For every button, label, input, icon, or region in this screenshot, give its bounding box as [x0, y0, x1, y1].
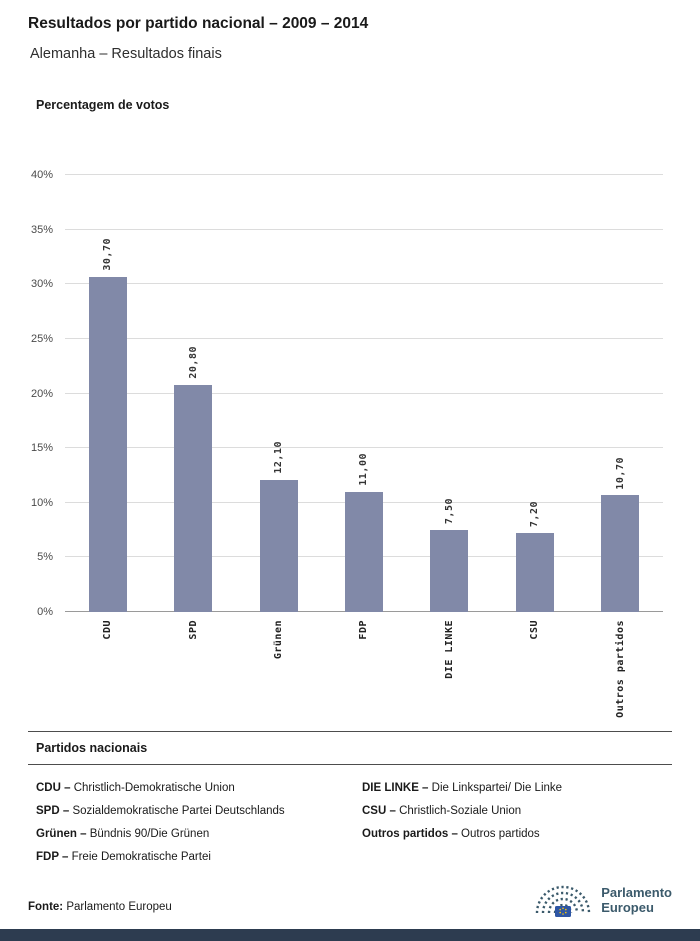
gridline — [65, 337, 663, 339]
bar-group: 12,10 — [236, 175, 321, 612]
legend-party-name: Sozialdemokratische Partei Deutschlands — [72, 805, 285, 817]
y-axis-tick-label: 0% — [37, 606, 53, 618]
x-axis-category-label: Grünen — [273, 620, 285, 660]
legend-item: SPD – Sozialdemokratische Partei Deutsch… — [36, 800, 362, 823]
category-cell: CDU — [65, 620, 150, 732]
source-label: Fonte: — [28, 901, 64, 913]
source-line: Fonte: Parlamento Europeu — [28, 901, 172, 913]
legend-item: FDP – Freie Demokratische Partei — [36, 846, 362, 869]
bar — [259, 479, 298, 612]
legend-heading: Partidos nacionais — [28, 731, 672, 765]
category-cell: SPD — [150, 620, 235, 732]
legend-party-code: Grünen – — [36, 828, 90, 840]
bar — [88, 276, 127, 612]
legend-party-code: CDU – — [36, 782, 74, 794]
european-parliament-logo: Parlamento Europeu — [534, 880, 672, 920]
hemicycle-icon — [535, 885, 591, 917]
category-cell: DIE LINKE — [407, 620, 492, 732]
page-subtitle: Alemanha – Resultados finais — [30, 46, 222, 62]
gridline — [65, 228, 663, 230]
x-axis-category-label: CDU — [102, 620, 114, 640]
bar-value-label: 11,00 — [358, 453, 370, 486]
legend-item: CDU – Christlich-Demokratische Union — [36, 777, 362, 800]
bar — [344, 491, 383, 612]
legend-party-code: CSU – — [362, 805, 400, 817]
legend-item: CSU – Christlich-Soziale Union — [362, 800, 672, 823]
bar — [515, 533, 554, 612]
bar-group: 7,50 — [407, 175, 492, 612]
x-axis-category-label: FDP — [358, 620, 370, 640]
category-cell: CSU — [492, 620, 577, 732]
legend-party-name: Outros partidos — [461, 828, 540, 840]
bar-value-label: 12,10 — [273, 441, 285, 474]
legend-column: DIE LINKE – Die Linkspartei/ Die Linke CS… — [362, 777, 672, 869]
bar-group: 30,70 — [65, 175, 150, 612]
logo-line-2: Europeu — [601, 900, 654, 915]
bar — [430, 530, 469, 612]
x-axis-category-label: Outros partidos — [614, 620, 626, 718]
x-axis-category-label: CSU — [529, 620, 541, 640]
bar — [174, 384, 213, 612]
legend-party-name: Christlich-Soziale Union — [399, 805, 522, 817]
legend-party-code: SPD – — [36, 805, 73, 817]
legend-party-code: FDP – — [36, 851, 72, 863]
bar-group: 10,70 — [578, 175, 663, 612]
category-labels: CDU SPD Grünen FDP DIE LINKE CSU Outros partid… — [65, 620, 663, 732]
gridline — [65, 447, 663, 449]
gridline — [65, 174, 663, 175]
legend-columns: CDU – Christlich-Demokratische Union SPD … — [28, 777, 672, 869]
legend-party-name: Christlich-Demokratische Union — [73, 782, 235, 794]
bottom-brand-strip — [0, 929, 700, 941]
logo-line-1: Parlamento — [601, 885, 672, 900]
y-axis-tick-label: 25% — [30, 332, 53, 345]
legend-party-name: Bündnis 90/Die Grünen — [89, 828, 210, 840]
bar-value-label: 7,20 — [529, 501, 541, 528]
bar-group: 7,20 — [492, 175, 577, 612]
bar-value-label: 30,70 — [102, 238, 114, 271]
bar-group: 11,00 — [321, 175, 406, 612]
x-axis-category-label: DIE LINKE — [443, 620, 455, 679]
page-title: Resultados por partido nacional – 2009 –… — [28, 15, 369, 32]
legend-party-name: Freie Demokratische Partei — [71, 851, 211, 863]
y-axis-tick-label: 40% — [30, 169, 53, 181]
y-axis-tick-label: 5% — [37, 551, 53, 564]
bar-value-label: 10,70 — [614, 456, 626, 490]
gridline — [65, 283, 663, 285]
plot-area: 30,70 20,80 12,10 11,00 7,50 7,20 10,70 0% 5% 10… — [31, 169, 663, 618]
bar-group: 20,80 — [150, 175, 235, 612]
category-cell: FDP — [321, 620, 406, 732]
y-axis-tick-label: 35% — [30, 223, 53, 236]
category-cell: Outros partidos — [578, 620, 663, 732]
bar-value-label: 7,50 — [443, 497, 455, 525]
legend-column: CDU – Christlich-Demokratische Union SPD … — [36, 777, 362, 869]
legend-party-name: Die Linkspartei/ Die Linke — [431, 782, 563, 794]
x-axis-category-label: SPD — [187, 620, 199, 640]
y-axis-tick-label: 30% — [30, 278, 53, 291]
legend-item: Outros partidos – Outros partidos — [362, 823, 672, 846]
logo-wordmark: Parlamento Europeu — [601, 885, 672, 915]
bars: 30,70 20,80 12,10 11,00 7,50 7,20 10,70 — [65, 175, 663, 612]
bar-value-label: 20,80 — [187, 346, 199, 379]
legend-party-code: DIE LINKE – — [362, 782, 432, 794]
category-cell: Grünen — [236, 620, 321, 732]
legend-item: Grünen – Bündnis 90/Die Grünen — [36, 823, 362, 846]
gridline — [65, 392, 663, 394]
chart-title: Percentagem de votos — [36, 98, 170, 112]
eu-flag-icon — [555, 906, 572, 917]
party-legend-section: Partidos nacionais CDU – Christlich-Demo… — [28, 731, 672, 869]
y-axis-tick-label: 20% — [30, 387, 53, 400]
y-axis-tick-label: 10% — [30, 496, 53, 509]
legend-party-code: Outros partidos – — [362, 828, 462, 840]
y-axis-tick-label: 15% — [30, 442, 53, 455]
source-value: Parlamento Europeu — [66, 901, 172, 913]
bar — [601, 495, 640, 612]
legend-item: DIE LINKE – Die Linkspartei/ Die Linke — [362, 777, 672, 800]
